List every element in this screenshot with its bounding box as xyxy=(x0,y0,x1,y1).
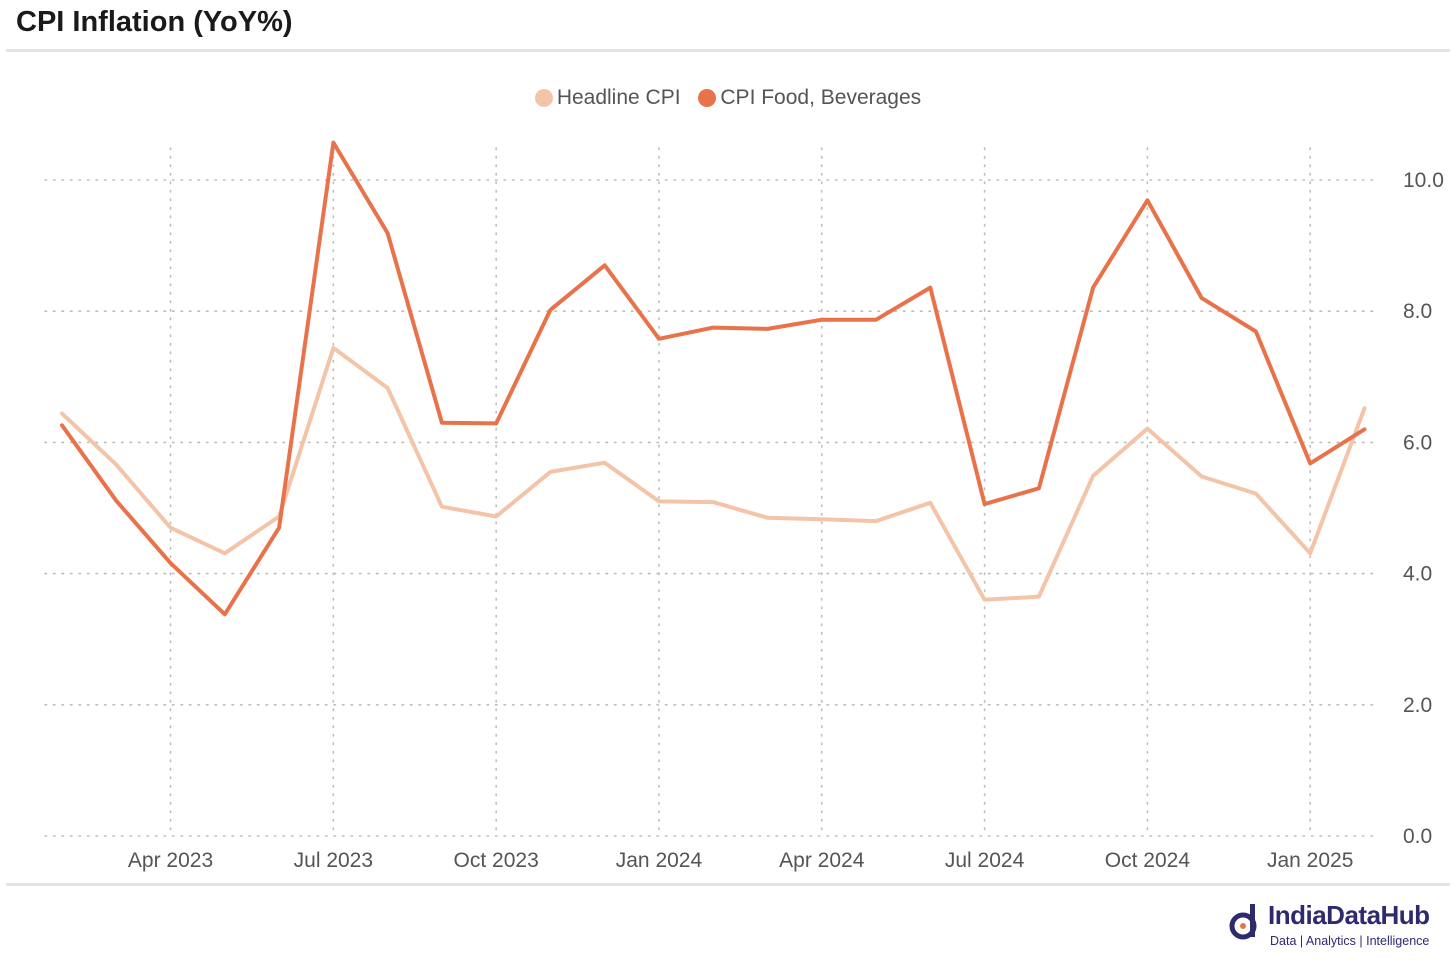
y-tick-label: 6.0 xyxy=(1403,431,1432,454)
series-line-cpi-food-beverages xyxy=(60,140,1367,617)
top-divider xyxy=(6,49,1450,52)
y-tick-label: 4.0 xyxy=(1403,563,1432,586)
legend: Headline CPI CPI Food, Beverages xyxy=(0,86,1456,113)
x-tick-label: Jan 2024 xyxy=(616,849,703,872)
y-tick-label: 2.0 xyxy=(1403,694,1432,717)
brand-name: IndiaDataHub xyxy=(1268,900,1430,930)
y-tick-label: 8.0 xyxy=(1403,300,1432,323)
x-tick-label: Oct 2024 xyxy=(1105,849,1191,872)
x-tick-label: Oct 2023 xyxy=(454,849,539,872)
brand-logo: IndiaDataHub Data | Analytics | Intellig… xyxy=(1228,900,1448,958)
legend-item-headline-cpi[interactable]: Headline CPI xyxy=(534,86,681,110)
y-tick-label: 10.0 xyxy=(1403,169,1444,192)
legend-label-cpi-food: CPI Food, Beverages xyxy=(720,86,922,109)
x-tick-label: Jan 2025 xyxy=(1267,849,1353,872)
y-tick-label: 0.0 xyxy=(1403,825,1432,848)
x-tick-label: Jul 2024 xyxy=(945,849,1025,872)
bottom-divider xyxy=(6,883,1450,886)
brand-logo-icon xyxy=(1229,904,1257,940)
chart-title: CPI Inflation (YoY%) xyxy=(16,6,293,38)
legend-marker-cpi-food xyxy=(698,89,717,107)
x-tick-label: Apr 2023 xyxy=(128,849,213,872)
x-tick-label: Apr 2024 xyxy=(779,849,865,872)
legend-marker-headline-cpi xyxy=(534,89,553,107)
legend-item-cpi-food[interactable]: CPI Food, Beverages xyxy=(698,86,921,110)
legend-label-headline-cpi: Headline CPI xyxy=(556,86,681,109)
brand-tagline: Data | Analytics | Intelligence xyxy=(1270,934,1430,948)
x-tick-label: Jul 2023 xyxy=(294,849,373,872)
